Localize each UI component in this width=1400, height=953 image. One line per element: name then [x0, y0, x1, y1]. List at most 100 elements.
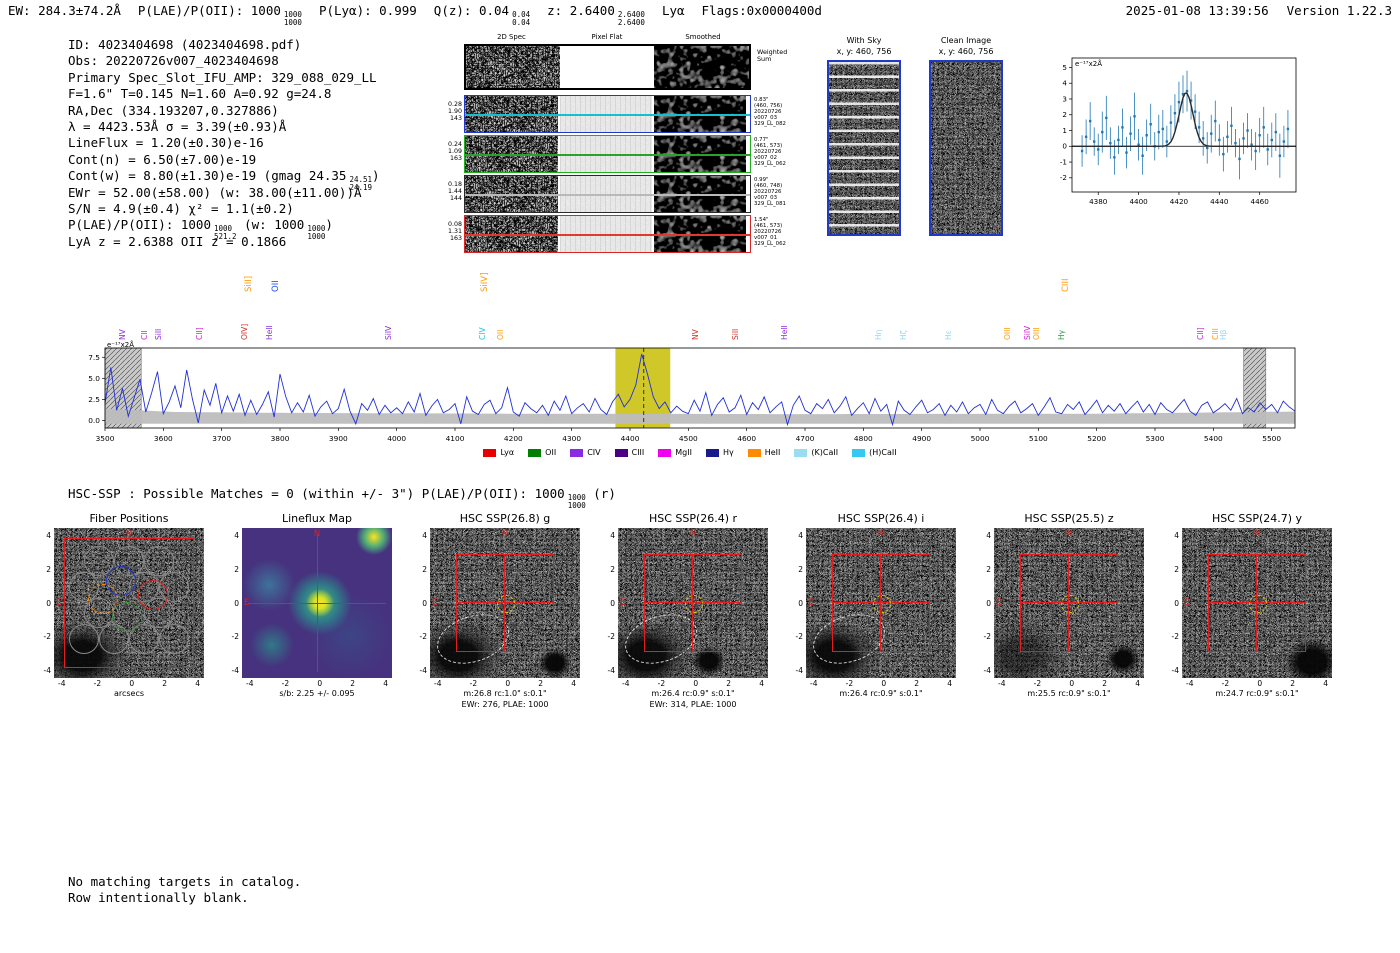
axis-tick-label: 0: [986, 598, 991, 608]
hsc-y-image: N E: [1182, 528, 1332, 678]
axis-tick-label: 1: [1062, 126, 1067, 135]
axis-tick-label: -2: [1060, 173, 1067, 182]
legend-item: MgII: [658, 448, 692, 457]
legend-swatch: [794, 448, 808, 457]
hsc-i-image: N E: [806, 528, 956, 678]
flags-value: Flags:0x0000400d: [701, 3, 822, 18]
y-axis-ticks: 4 2 0 -2 -4: [978, 528, 994, 678]
emission-line-label: HeII: [779, 325, 789, 340]
axis-tick-label: -2: [1221, 679, 1230, 688]
sb-ratio-caption: s/b: 2.25 +/- 0.095: [279, 689, 355, 698]
axis-tick-label: 2: [798, 564, 803, 574]
y-axis-ticks: 4 2 0 -2 -4: [602, 528, 618, 678]
axis-tick-label: 5300: [1146, 434, 1165, 443]
redshift-solutions: LyA z = 2.6388 OII z = 0.1866: [68, 233, 287, 249]
axis-tick-label: 2: [234, 564, 239, 574]
axis-tick-label: 4300: [562, 434, 581, 443]
north-label: N: [125, 529, 133, 539]
axis-tick-label: 0: [234, 598, 239, 608]
spec2d-row: 0.18 1.44 144 0.99" (460, 748) 20220726 v007…: [445, 175, 835, 213]
legend-item: (K)CaII: [794, 448, 838, 457]
lineflux-map-image: N E: [242, 528, 392, 678]
clean-image-image: [929, 60, 1003, 236]
no-match-text: No matching targets in catalog.: [68, 874, 302, 889]
x-axis-label: arcsecs: [113, 689, 145, 698]
axis-tick-label: -2: [657, 679, 666, 688]
axis-tick-label: 5500: [1262, 434, 1281, 443]
axis-tick-label: 2: [162, 679, 168, 688]
wavelength-sigma: λ = 4423.53Å σ = 3.39(±0.93)Å: [68, 118, 287, 134]
full-spectrum-plot: 3500 3600 3700 3800 3900 4000 4100 4200 4300 4400…: [60, 340, 1320, 474]
emission-line-label: CIV: [477, 327, 487, 340]
galaxy-blob: [994, 620, 1068, 678]
emission-line-label: SiII]: [243, 275, 254, 292]
emission-line-label: CII: [140, 330, 150, 340]
catalog-match-footer: No matching targets in catalog. Row inte…: [68, 874, 301, 905]
axis-tick-label: 4: [759, 679, 764, 688]
emission-line-label: OIII: [1032, 327, 1042, 340]
dark-source-spot: [1284, 638, 1332, 678]
wavelength-marker-line: [465, 234, 750, 236]
legend-swatch: [570, 448, 584, 457]
axis-tick-label: -4: [246, 679, 254, 688]
aperture-circle: [1249, 595, 1267, 613]
wavelength-marker-line: [465, 154, 750, 156]
north-label: N: [1253, 529, 1261, 539]
sn-chi2: S/N = 4.9(±0.4) χ² = 1.1(±0.2): [68, 200, 294, 216]
with-sky-title: With Sky: [846, 36, 882, 45]
spectrum-legend: Lyα OII CIV CIII MgII Hγ HeII (K)CaII (H)CaII: [60, 448, 1320, 457]
axis-tick-label: -4: [983, 666, 991, 675]
noise-image: [654, 46, 749, 88]
emission-line-label: HeII: [265, 325, 275, 340]
hsc-z-panel: HSC SSP(25.5) z 4 2 0 -2 -4 N E -4 -2 0 …: [978, 512, 1156, 710]
legend-swatch: [614, 448, 628, 457]
x-axis-ticks: -4 -2 0 2 4: [994, 678, 1144, 689]
emission-line-label: OIII: [1003, 327, 1013, 340]
clean-image-title: Clean Image: [940, 36, 992, 45]
legend-label: HeII: [764, 448, 781, 457]
axis-tick-label: -2: [469, 679, 478, 688]
fiber-circle-selected-green: [112, 602, 142, 632]
line-id-value: Lyα: [661, 3, 685, 18]
legend-label: Lyα: [500, 448, 515, 457]
galaxy-blob: [806, 620, 880, 678]
spec2d-row-annotation: 0.99" (460, 748) 20220726 v007_03 329_LL_08…: [754, 177, 786, 208]
dark-source-spot: [538, 648, 572, 678]
axis-tick-label: 0: [505, 679, 511, 688]
report-datetime: 2025-01-08 13:39:56: [1125, 3, 1269, 18]
east-label: E: [620, 598, 626, 608]
y-axis-ticks: 4 2 0 -2 -4: [414, 528, 430, 678]
y-axis-ticks: 4 2 0 -2 -4: [1166, 528, 1182, 678]
fiber-positions-image: N E: [54, 528, 204, 678]
x-axis-ticks: -4 -2 0 2 4: [618, 678, 768, 689]
weighted-sum-label: Weighted Sum: [757, 48, 788, 63]
axis-tick-label: 4: [46, 531, 51, 540]
emission-line-labels: NV CII SiII CII] OIV] SiII] HeII OII SiIV CIV SiIV…: [60, 252, 1320, 340]
axis-tick-label: 2: [986, 564, 991, 574]
with-sky-image: [827, 60, 901, 236]
hsc-z-image: N E: [994, 528, 1144, 678]
axis-tick-label: -4: [1171, 666, 1179, 675]
fiber-circle-selected-red: [138, 580, 168, 610]
axis-tick-label: 4: [571, 679, 576, 688]
legend-label: (H)CaII: [869, 448, 897, 457]
spec2d-row-annotation: 0.83" (460, 756) 20220726 v007_03 329_LL_08…: [754, 97, 786, 128]
with-sky-coords: x, y: 460, 756: [836, 46, 892, 56]
axis-tick-label: 3700: [212, 434, 231, 443]
plae-poii-detail: P(LAE)/P(OII): 1000 1000 521.2 (w: 1000 100…: [68, 217, 333, 241]
axis-tick-label: 4460: [1251, 197, 1270, 206]
wavelength-marker-line: [465, 194, 750, 196]
east-label: E: [808, 598, 814, 608]
axis-tick-label: 4400: [621, 434, 640, 443]
axis-tick-label: 4440: [1210, 197, 1229, 206]
hsc-i-panel: HSC SSP(26.4) i 4 2 0 -2 -4 N E -4 -2 0 …: [790, 512, 968, 710]
emission-line-label: Hη: [874, 329, 884, 340]
axis-tick-label: 4000: [387, 434, 406, 443]
ra-dec: RA,Dec (334.193207,0.327886): [68, 102, 279, 118]
north-label: N: [313, 529, 321, 539]
north-label: N: [689, 529, 697, 539]
east-label: E: [244, 598, 250, 608]
hsc-g-panel: HSC SSP(26.8) g 4 2 0 -2 -4 N E -4 -2 0 …: [414, 512, 592, 710]
spec2d-row: 0.28 1.90 143 0.83" (460, 756) 20220726 v007…: [445, 95, 835, 133]
mag-caption: m:26.4 rc:0.9" s:0.1": [839, 689, 923, 698]
